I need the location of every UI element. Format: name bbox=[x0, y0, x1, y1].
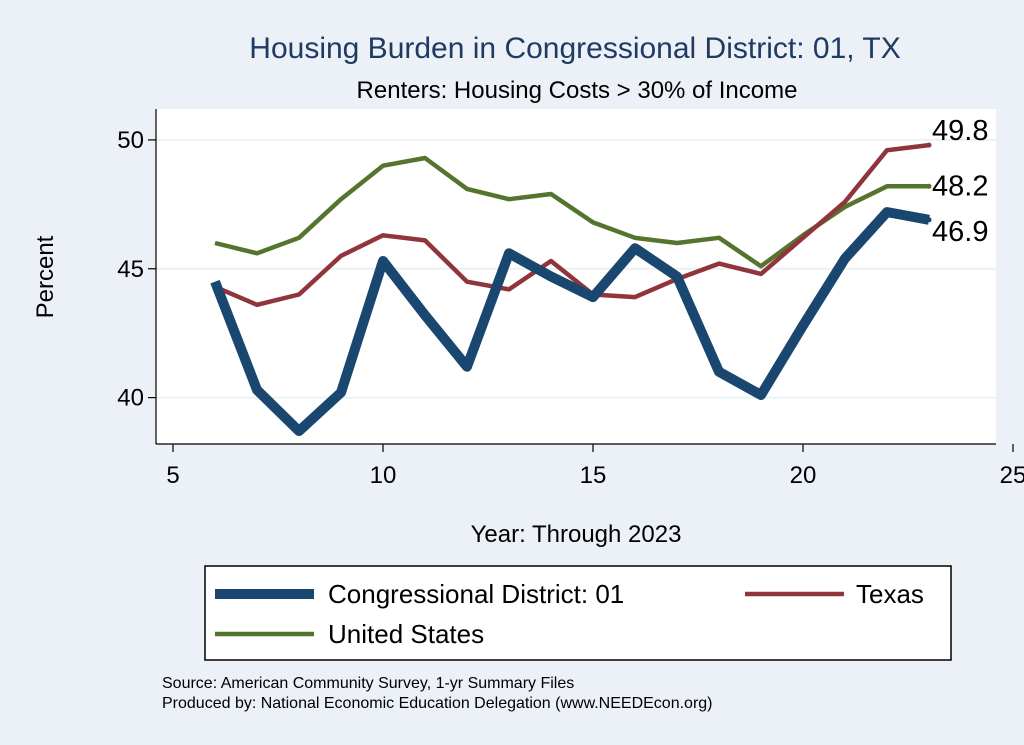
y-tick-label: 50 bbox=[117, 127, 144, 154]
series-line-congressional-district-01 bbox=[210, 207, 930, 437]
y-tick-label: 45 bbox=[117, 256, 144, 283]
legend: Congressional District: 01 Texas United St… bbox=[204, 565, 952, 661]
y-tick-label: 40 bbox=[117, 385, 144, 412]
series-end-marker bbox=[926, 142, 932, 148]
x-tick-label: 5 bbox=[166, 462, 179, 489]
series-end-label: 46.9 bbox=[932, 216, 988, 248]
series-end-marker bbox=[926, 217, 932, 223]
series-end-marker bbox=[926, 183, 932, 189]
chart-subtitle: Renters: Housing Costs > 30% of Income bbox=[357, 77, 798, 104]
chart-title: Housing Burden in Congressional District… bbox=[249, 32, 900, 65]
x-axis-title: Year: Through 2023 bbox=[471, 521, 682, 548]
series-line-texas bbox=[214, 142, 930, 308]
plot-area bbox=[156, 109, 996, 444]
series-end-label: 49.8 bbox=[932, 115, 988, 147]
producer-note: Produced by: National Economic Education… bbox=[162, 695, 713, 712]
legend-label: Congressional District: 01 bbox=[328, 579, 624, 609]
source-note: Source: American Community Survey, 1-yr … bbox=[162, 675, 574, 692]
legend-label: United States bbox=[328, 619, 484, 649]
x-tick-label: 10 bbox=[370, 462, 397, 489]
legend-box bbox=[204, 565, 952, 661]
x-tick-label: 15 bbox=[580, 462, 607, 489]
legend-label: Texas bbox=[856, 579, 924, 609]
y-axis-title: Percent bbox=[32, 235, 59, 318]
x-tick-label: 25 bbox=[1000, 462, 1024, 489]
series-end-label: 48.2 bbox=[932, 170, 988, 202]
x-tick-label: 20 bbox=[790, 462, 817, 489]
